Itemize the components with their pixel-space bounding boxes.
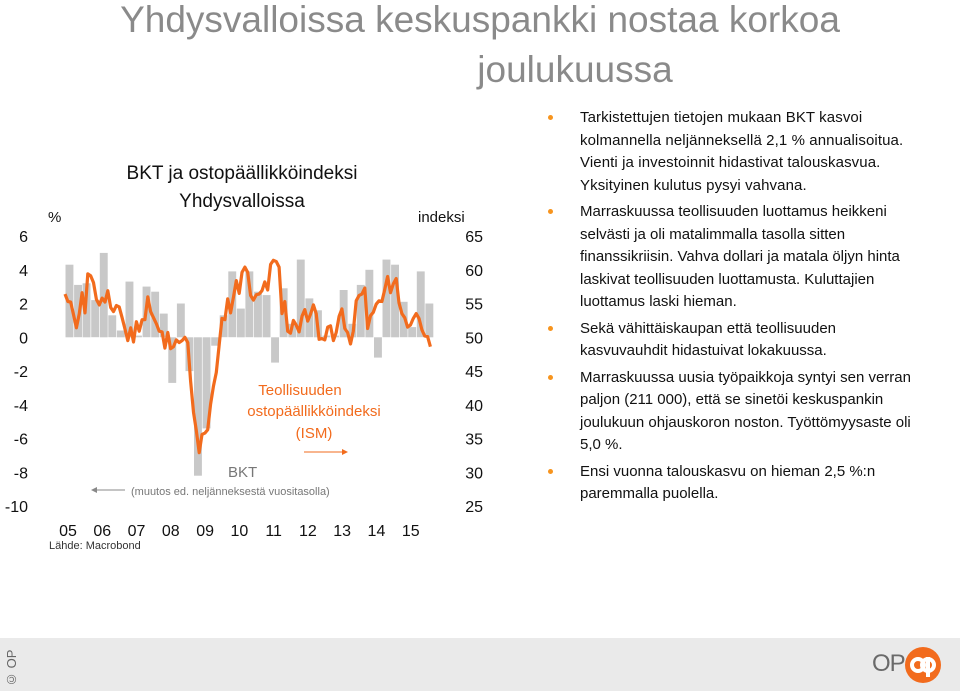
footer-bar: © OP OP <box>0 638 960 691</box>
gdp-bar <box>245 271 254 338</box>
right-axis-tick-label: 50 <box>465 330 483 347</box>
right-axis-tick-label: 25 <box>465 499 483 516</box>
chart-title-line1: BKT ja ostopäällikköindeksi <box>126 163 358 184</box>
right-axis-tick-label: 65 <box>465 229 483 246</box>
copyright-text: © OP <box>4 649 19 687</box>
left-axis-tick-label: 2 <box>19 297 28 314</box>
chart-title: BKT ja ostopäällikköindeksi Yhdysvallois… <box>112 160 372 216</box>
gdp-label-arrowhead <box>91 487 97 493</box>
bullet-item: Ensi vuonna talouskasvu on hieman 2,5 %:… <box>548 461 920 506</box>
x-axis-tick-label: 14 <box>368 523 386 540</box>
gdp-bar <box>159 313 168 338</box>
gdp-bar <box>382 259 391 338</box>
gdp-bar <box>425 303 434 338</box>
bullet-text: Marraskuussa uusia työpaikkoja syntyi se… <box>580 368 911 454</box>
bullet-dot-icon <box>548 468 553 474</box>
page-title-line1: Yhdysvalloissa keskuspankki nostaa korko… <box>120 0 840 40</box>
ism-label-1: Teollisuuden <box>258 382 341 399</box>
x-axis-tick-label: 10 <box>230 523 248 540</box>
bullet-dot-icon <box>548 325 553 331</box>
gdp-ism-chart: 6 4 2 0 -2 -4 -6 -8 -10 65 60 55 50 45 40 35 30 25 05 06 0… <box>5 209 483 552</box>
left-axis-tick-label: -4 <box>14 398 28 415</box>
x-axis-tick-label: 08 <box>162 523 180 540</box>
x-axis-tick-label: 13 <box>333 523 351 540</box>
gdp-bar <box>176 303 185 338</box>
op-logo-icon <box>905 647 941 683</box>
x-axis-tick-label: 09 <box>196 523 214 540</box>
bullet-text: Sekä vähittäiskaupan että teollisuuden k… <box>580 319 837 360</box>
gdp-bar <box>219 315 228 338</box>
bullet-dot-icon <box>548 209 553 214</box>
x-axis-tick-label: 12 <box>299 523 317 540</box>
gdp-bar <box>211 337 220 346</box>
left-axis-unit: % <box>48 209 61 226</box>
right-axis-tick-label: 55 <box>465 297 483 314</box>
x-axis-tick-label: 06 <box>93 523 111 540</box>
right-axis-unit: indeksi <box>418 209 465 226</box>
x-axis-tick-label: 11 <box>265 523 282 540</box>
right-axis-tick-label: 40 <box>465 398 483 415</box>
gdp-bar <box>116 330 125 338</box>
gdp-bar <box>374 337 382 358</box>
gdp-bar <box>151 291 160 338</box>
gdp-bar <box>125 281 134 338</box>
bullet-item: Sekä vähittäiskaupan että teollisuuden k… <box>548 318 920 363</box>
gdp-bar <box>408 327 417 338</box>
bullet-text: Ensi vuonna talouskasvu on hieman 2,5 %:… <box>580 462 876 503</box>
gdp-bar <box>254 291 262 338</box>
gdp-bar <box>391 264 399 338</box>
gdp-bar <box>356 284 365 338</box>
gdp-bar <box>91 300 100 338</box>
left-axis-tick-label: 0 <box>19 330 28 347</box>
commentary-list: Tarkistettujen tietojen mukaan BKT kasvo… <box>548 107 920 510</box>
ism-label-3: (ISM) <box>296 425 333 442</box>
bullet-dot-icon <box>548 115 553 120</box>
gdp-label: BKT <box>228 464 257 481</box>
ism-line <box>63 258 432 455</box>
left-axis-tick-label: -2 <box>14 364 28 381</box>
bullet-item: Marraskuussa teollisuuden luottamus heik… <box>548 201 920 314</box>
gdp-bar <box>296 259 305 338</box>
gdp-bar <box>168 337 177 383</box>
gdp-bar <box>271 337 279 363</box>
right-axis-tick-label: 30 <box>465 465 483 482</box>
x-axis-tick-label: 07 <box>128 523 146 540</box>
bullet-text: Tarkistettujen tietojen mukaan BKT kasvo… <box>580 109 904 194</box>
bullet-text: Marraskuussa teollisuuden luottamus heik… <box>580 203 900 310</box>
gdp-bar <box>416 271 425 338</box>
op-logo-text: OP <box>872 650 906 677</box>
bullet-item: Marraskuussa uusia työpaikkoja syntyi se… <box>548 367 920 457</box>
gdp-bar <box>194 337 202 476</box>
right-axis-tick-label: 45 <box>465 364 483 381</box>
right-axis-tick-label: 35 <box>465 432 483 449</box>
page-title-line2: joulukuussa <box>477 49 673 90</box>
chart-title-line2: Yhdysvalloissa <box>179 191 305 212</box>
gdp-bar <box>202 337 211 429</box>
gdp-bar <box>236 308 245 338</box>
left-axis-tick-label: -8 <box>14 465 28 482</box>
gdp-label-note: (muutos ed. neljänneksestä vuositasolla) <box>131 486 330 498</box>
bullet-dot-icon <box>548 374 553 380</box>
left-axis-tick-label: 4 <box>19 263 28 280</box>
chart-source: Lähde: Macrobond <box>49 540 141 552</box>
bullet-item: Tarkistettujen tietojen mukaan BKT kasvo… <box>548 107 920 197</box>
ism-label-2: ostopäällikköindeksi <box>247 403 380 420</box>
left-axis-tick-label: -6 <box>14 432 28 449</box>
gdp-bar <box>262 295 271 338</box>
left-axis-tick-label: -10 <box>5 499 28 516</box>
x-axis-tick-label: 05 <box>59 523 77 540</box>
gdp-bar <box>99 252 108 338</box>
gdp-bar <box>108 315 117 338</box>
right-axis-tick-label: 60 <box>465 263 483 280</box>
ism-label-arrowhead <box>342 449 348 455</box>
page-title: Yhdysvalloissa keskuspankki nostaa korko… <box>0 0 960 95</box>
x-axis-tick-label: 15 <box>402 523 420 540</box>
left-axis-tick-label: 6 <box>19 229 28 246</box>
gdp-bar <box>134 335 142 338</box>
gdp-bar <box>365 269 374 338</box>
